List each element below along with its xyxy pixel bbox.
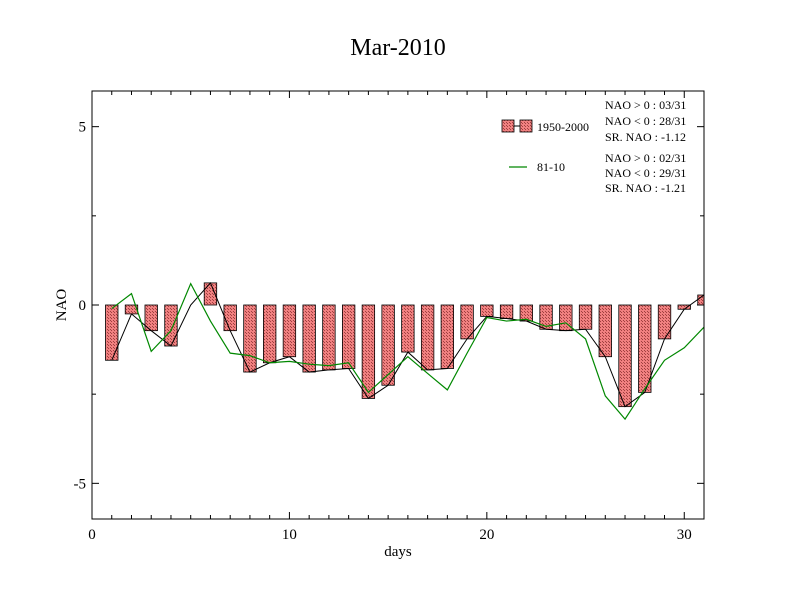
bar-day-12 [322, 304, 336, 371]
x-axis-label: days [384, 544, 412, 560]
bar-day-11 [302, 304, 316, 373]
bar-day-15 [381, 304, 395, 386]
bar-day-13 [341, 304, 356, 369]
bar-day-27 [618, 304, 632, 408]
y-axis-label: NAO [54, 289, 70, 322]
x-tick-label: 10 [282, 527, 297, 543]
x-axis: 0 10 20 30 [88, 91, 705, 543]
legend-swatch-1950-2000 [501, 119, 515, 133]
legend-swatch-1950-2000-b [519, 119, 533, 133]
line-1950-2000 [111, 281, 704, 408]
bar-day-4 [164, 304, 178, 347]
y-tick-label: 5 [79, 120, 87, 136]
legend-label-1950-2000: 1950-2000 [537, 120, 589, 134]
bar-day-25 [578, 304, 593, 330]
bar-day-14 [361, 304, 376, 399]
bar-day-26 [598, 304, 612, 358]
bar-day-16 [401, 304, 415, 353]
bar-day-17 [420, 304, 435, 371]
line-81-10 [111, 282, 704, 421]
bar-day-29 [657, 304, 672, 340]
stats-1950-2000-line-2: NAO < 0 : 28/31 [605, 114, 686, 128]
bar-day-22 [519, 304, 533, 322]
x-tick-label: 20 [479, 527, 494, 543]
bar-day-9 [263, 304, 277, 364]
bar-day-1 [105, 304, 119, 361]
x-tick-label: 30 [677, 527, 692, 543]
stats-81-10-line-3: SR. NAO : -1.21 [605, 181, 686, 195]
bar-day-10 [282, 304, 297, 358]
bar-day-18 [440, 304, 455, 369]
bar-series-1950-2000 [105, 282, 704, 408]
bar-day-21 [499, 304, 514, 319]
x-tick-label: 0 [88, 527, 96, 543]
stats-1950-2000-line-3: SR. NAO : -1.12 [605, 130, 686, 144]
chart-title: Mar-2010 [350, 35, 446, 61]
y-tick-label: -5 [74, 476, 87, 492]
legend-label-81-10: 81-10 [537, 160, 565, 174]
legend: 1950-2000 81-10 NAO > 0 : 03/31 NAO < 0 … [501, 98, 686, 195]
line-series-group [111, 281, 704, 421]
bar-day-7 [223, 304, 237, 332]
stats-81-10-line-2: NAO < 0 : 29/31 [605, 166, 686, 180]
stats-81-10-line-1: NAO > 0 : 02/31 [605, 151, 686, 165]
y-axis: 5 0 -5 [74, 120, 704, 492]
y-tick-label: 0 [79, 298, 87, 314]
bar-day-20 [480, 304, 494, 317]
stats-1950-2000-line-1: NAO > 0 : 03/31 [605, 98, 686, 112]
